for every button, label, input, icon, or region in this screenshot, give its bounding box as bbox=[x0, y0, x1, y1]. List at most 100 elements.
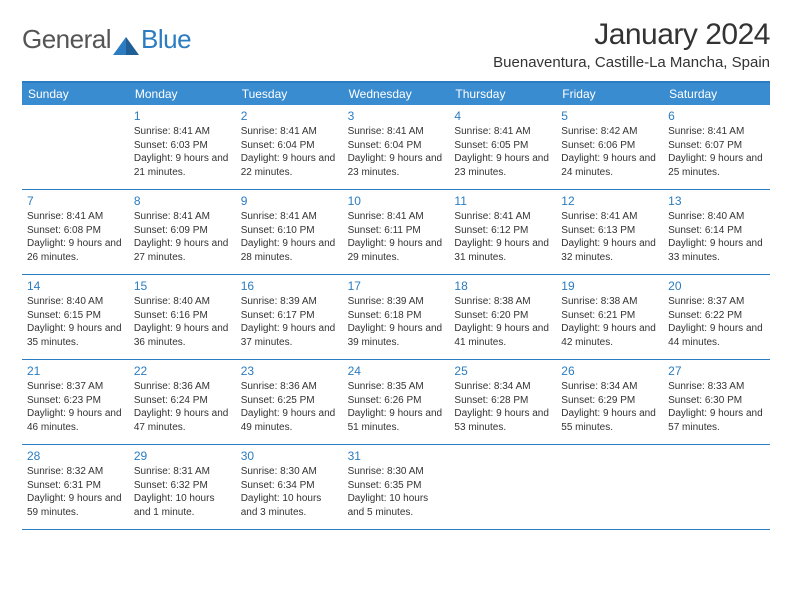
day-number: 23 bbox=[241, 363, 338, 379]
sunset-line: Sunset: 6:13 PM bbox=[561, 224, 658, 238]
day-number: 9 bbox=[241, 193, 338, 209]
day-number: 15 bbox=[134, 278, 231, 294]
sunset-line: Sunset: 6:21 PM bbox=[561, 309, 658, 323]
sunset-line: Sunset: 6:20 PM bbox=[454, 309, 551, 323]
day-number: 28 bbox=[27, 448, 124, 464]
day-number: 27 bbox=[668, 363, 765, 379]
location-text: Buenaventura, Castille-La Mancha, Spain bbox=[493, 54, 770, 71]
sunset-line: Sunset: 6:35 PM bbox=[348, 479, 445, 493]
daylight-line: Daylight: 9 hours and 57 minutes. bbox=[668, 407, 765, 434]
sunrise-line: Sunrise: 8:40 AM bbox=[134, 295, 231, 309]
weeks-container: 1Sunrise: 8:41 AMSunset: 6:03 PMDaylight… bbox=[22, 105, 770, 530]
daylight-line: Daylight: 9 hours and 26 minutes. bbox=[27, 237, 124, 264]
daylight-line: Daylight: 9 hours and 27 minutes. bbox=[134, 237, 231, 264]
sunrise-line: Sunrise: 8:40 AM bbox=[27, 295, 124, 309]
sunset-line: Sunset: 6:04 PM bbox=[348, 139, 445, 153]
day-cell: 11Sunrise: 8:41 AMSunset: 6:12 PMDayligh… bbox=[449, 190, 556, 274]
daylight-line: Daylight: 9 hours and 25 minutes. bbox=[668, 152, 765, 179]
day-number: 18 bbox=[454, 278, 551, 294]
day-number: 30 bbox=[241, 448, 338, 464]
sunset-line: Sunset: 6:22 PM bbox=[668, 309, 765, 323]
day-cell bbox=[556, 445, 663, 529]
sunset-line: Sunset: 6:23 PM bbox=[27, 394, 124, 408]
sunrise-line: Sunrise: 8:41 AM bbox=[668, 125, 765, 139]
sunrise-line: Sunrise: 8:41 AM bbox=[561, 210, 658, 224]
daylight-line: Daylight: 9 hours and 28 minutes. bbox=[241, 237, 338, 264]
day-cell: 9Sunrise: 8:41 AMSunset: 6:10 PMDaylight… bbox=[236, 190, 343, 274]
sunrise-line: Sunrise: 8:36 AM bbox=[134, 380, 231, 394]
day-cell: 6Sunrise: 8:41 AMSunset: 6:07 PMDaylight… bbox=[663, 105, 770, 189]
logo-text-general: General bbox=[22, 24, 111, 55]
day-number: 22 bbox=[134, 363, 231, 379]
daylight-line: Daylight: 9 hours and 53 minutes. bbox=[454, 407, 551, 434]
day-cell: 30Sunrise: 8:30 AMSunset: 6:34 PMDayligh… bbox=[236, 445, 343, 529]
day-number: 11 bbox=[454, 193, 551, 209]
sunset-line: Sunset: 6:17 PM bbox=[241, 309, 338, 323]
sunrise-line: Sunrise: 8:35 AM bbox=[348, 380, 445, 394]
day-cell: 22Sunrise: 8:36 AMSunset: 6:24 PMDayligh… bbox=[129, 360, 236, 444]
sunrise-line: Sunrise: 8:41 AM bbox=[27, 210, 124, 224]
daylight-line: Daylight: 9 hours and 21 minutes. bbox=[134, 152, 231, 179]
calendar-grid: SundayMondayTuesdayWednesdayThursdayFrid… bbox=[22, 81, 770, 530]
day-cell: 31Sunrise: 8:30 AMSunset: 6:35 PMDayligh… bbox=[343, 445, 450, 529]
day-number: 4 bbox=[454, 108, 551, 124]
day-number: 26 bbox=[561, 363, 658, 379]
sunset-line: Sunset: 6:26 PM bbox=[348, 394, 445, 408]
daylight-line: Daylight: 9 hours and 22 minutes. bbox=[241, 152, 338, 179]
sunrise-line: Sunrise: 8:31 AM bbox=[134, 465, 231, 479]
sunset-line: Sunset: 6:04 PM bbox=[241, 139, 338, 153]
sunrise-line: Sunrise: 8:40 AM bbox=[668, 210, 765, 224]
daylight-line: Daylight: 9 hours and 29 minutes. bbox=[348, 237, 445, 264]
sunrise-line: Sunrise: 8:41 AM bbox=[454, 210, 551, 224]
dow-label: Sunday bbox=[22, 83, 129, 105]
daylight-line: Daylight: 10 hours and 5 minutes. bbox=[348, 492, 445, 519]
sunrise-line: Sunrise: 8:39 AM bbox=[348, 295, 445, 309]
day-number: 16 bbox=[241, 278, 338, 294]
daylight-line: Daylight: 9 hours and 46 minutes. bbox=[27, 407, 124, 434]
daylight-line: Daylight: 9 hours and 23 minutes. bbox=[348, 152, 445, 179]
sunset-line: Sunset: 6:03 PM bbox=[134, 139, 231, 153]
daylight-line: Daylight: 9 hours and 51 minutes. bbox=[348, 407, 445, 434]
sunrise-line: Sunrise: 8:39 AM bbox=[241, 295, 338, 309]
daylight-line: Daylight: 9 hours and 32 minutes. bbox=[561, 237, 658, 264]
day-cell: 29Sunrise: 8:31 AMSunset: 6:32 PMDayligh… bbox=[129, 445, 236, 529]
day-number: 14 bbox=[27, 278, 124, 294]
daylight-line: Daylight: 9 hours and 36 minutes. bbox=[134, 322, 231, 349]
day-cell: 5Sunrise: 8:42 AMSunset: 6:06 PMDaylight… bbox=[556, 105, 663, 189]
daylight-line: Daylight: 9 hours and 47 minutes. bbox=[134, 407, 231, 434]
day-cell: 2Sunrise: 8:41 AMSunset: 6:04 PMDaylight… bbox=[236, 105, 343, 189]
day-number: 24 bbox=[348, 363, 445, 379]
day-cell bbox=[22, 105, 129, 189]
sunset-line: Sunset: 6:32 PM bbox=[134, 479, 231, 493]
week-row: 1Sunrise: 8:41 AMSunset: 6:03 PMDaylight… bbox=[22, 105, 770, 190]
day-number: 5 bbox=[561, 108, 658, 124]
sunrise-line: Sunrise: 8:32 AM bbox=[27, 465, 124, 479]
sunset-line: Sunset: 6:05 PM bbox=[454, 139, 551, 153]
header: General Blue January 2024 Buenaventura, … bbox=[22, 18, 770, 71]
sunset-line: Sunset: 6:25 PM bbox=[241, 394, 338, 408]
day-cell bbox=[663, 445, 770, 529]
day-number: 12 bbox=[561, 193, 658, 209]
sunset-line: Sunset: 6:14 PM bbox=[668, 224, 765, 238]
day-number: 3 bbox=[348, 108, 445, 124]
day-number: 19 bbox=[561, 278, 658, 294]
week-row: 21Sunrise: 8:37 AMSunset: 6:23 PMDayligh… bbox=[22, 360, 770, 445]
day-number: 10 bbox=[348, 193, 445, 209]
calendar-page: General Blue January 2024 Buenaventura, … bbox=[0, 0, 792, 540]
month-title: January 2024 bbox=[493, 18, 770, 52]
daylight-line: Daylight: 9 hours and 37 minutes. bbox=[241, 322, 338, 349]
day-cell: 17Sunrise: 8:39 AMSunset: 6:18 PMDayligh… bbox=[343, 275, 450, 359]
week-row: 28Sunrise: 8:32 AMSunset: 6:31 PMDayligh… bbox=[22, 445, 770, 530]
day-number: 13 bbox=[668, 193, 765, 209]
daylight-line: Daylight: 9 hours and 59 minutes. bbox=[27, 492, 124, 519]
day-cell: 23Sunrise: 8:36 AMSunset: 6:25 PMDayligh… bbox=[236, 360, 343, 444]
day-number: 1 bbox=[134, 108, 231, 124]
sunset-line: Sunset: 6:11 PM bbox=[348, 224, 445, 238]
daylight-line: Daylight: 9 hours and 23 minutes. bbox=[454, 152, 551, 179]
day-number: 7 bbox=[27, 193, 124, 209]
day-cell: 20Sunrise: 8:37 AMSunset: 6:22 PMDayligh… bbox=[663, 275, 770, 359]
daylight-line: Daylight: 10 hours and 1 minute. bbox=[134, 492, 231, 519]
day-number: 21 bbox=[27, 363, 124, 379]
day-cell: 1Sunrise: 8:41 AMSunset: 6:03 PMDaylight… bbox=[129, 105, 236, 189]
day-cell: 19Sunrise: 8:38 AMSunset: 6:21 PMDayligh… bbox=[556, 275, 663, 359]
